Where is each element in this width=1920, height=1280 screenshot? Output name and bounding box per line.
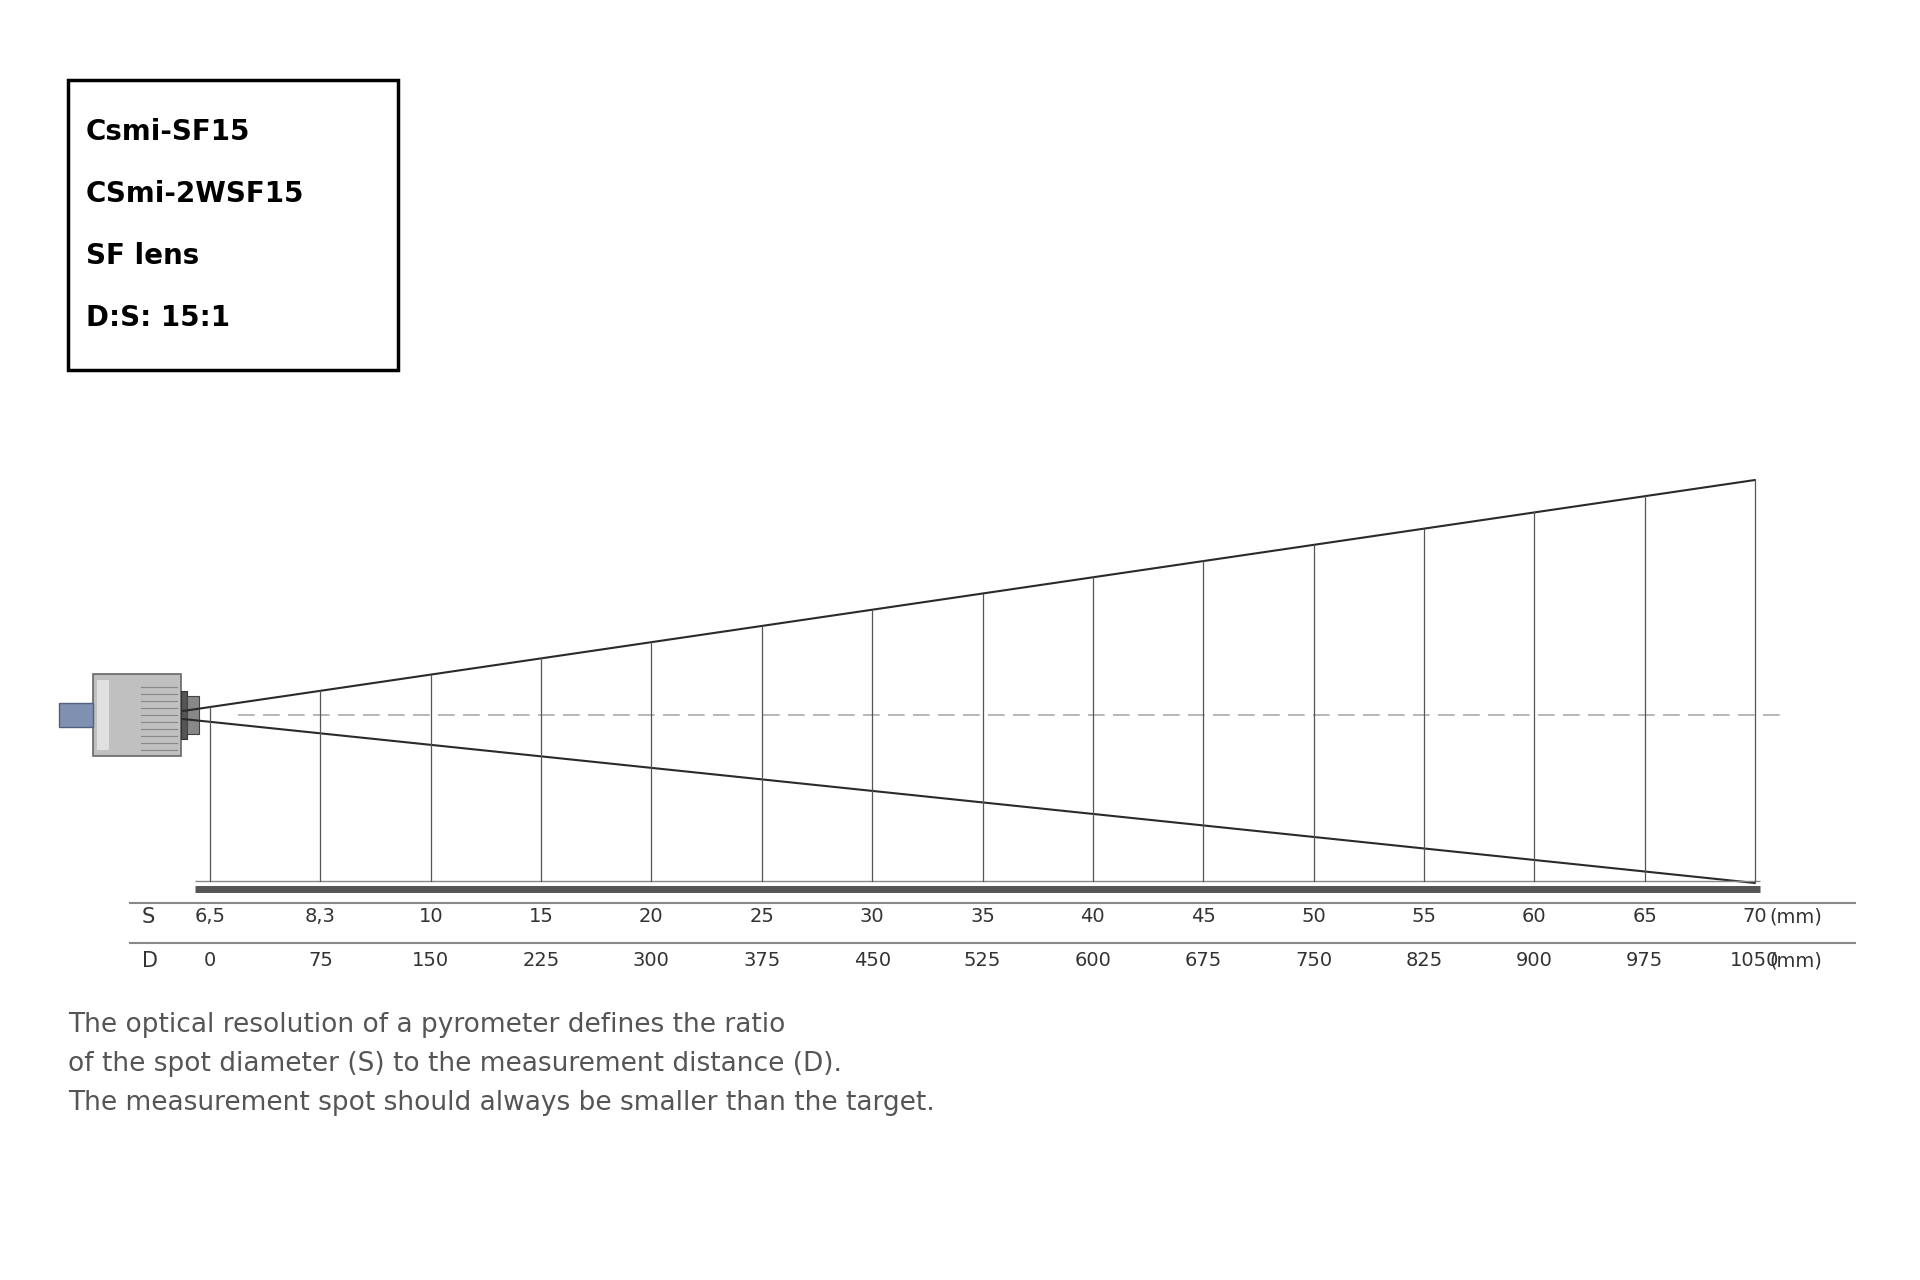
- Text: D: D: [142, 951, 157, 972]
- Text: 25: 25: [749, 908, 774, 927]
- Text: 525: 525: [964, 951, 1000, 970]
- Text: SF lens: SF lens: [86, 242, 200, 270]
- Text: 30: 30: [860, 908, 885, 927]
- Text: 0: 0: [204, 951, 217, 970]
- Text: (mm): (mm): [1768, 951, 1822, 970]
- Bar: [98, 680, 109, 750]
- Text: 60: 60: [1523, 908, 1548, 927]
- Text: 70: 70: [1743, 908, 1766, 927]
- Bar: [92, 675, 180, 756]
- Text: 900: 900: [1517, 951, 1553, 970]
- Text: D:S: 15:1: D:S: 15:1: [86, 303, 230, 332]
- Text: S: S: [142, 908, 156, 927]
- Bar: [186, 696, 200, 733]
- Text: 450: 450: [854, 951, 891, 970]
- Text: 40: 40: [1081, 908, 1106, 927]
- Text: 20: 20: [639, 908, 664, 927]
- Text: (mm): (mm): [1768, 908, 1822, 927]
- Text: 1050: 1050: [1730, 951, 1780, 970]
- Text: 15: 15: [528, 908, 553, 927]
- Text: 50: 50: [1302, 908, 1327, 927]
- Text: 35: 35: [970, 908, 995, 927]
- Text: 65: 65: [1632, 908, 1657, 927]
- Text: 75: 75: [307, 951, 332, 970]
- Text: 375: 375: [743, 951, 780, 970]
- Text: 225: 225: [522, 951, 561, 970]
- Text: 150: 150: [413, 951, 449, 970]
- Text: 6,5: 6,5: [194, 908, 225, 927]
- Text: The optical resolution of a pyrometer defines the ratio
of the spot diameter (S): The optical resolution of a pyrometer de…: [67, 1012, 935, 1116]
- Text: 10: 10: [419, 908, 444, 927]
- Text: Csmi-SF15: Csmi-SF15: [86, 118, 250, 146]
- Text: 825: 825: [1405, 951, 1442, 970]
- Text: 8,3: 8,3: [305, 908, 336, 927]
- Text: 600: 600: [1075, 951, 1112, 970]
- Bar: [180, 691, 186, 739]
- Text: 750: 750: [1294, 951, 1332, 970]
- Text: 975: 975: [1626, 951, 1663, 970]
- Text: CSmi-2WSF15: CSmi-2WSF15: [86, 180, 305, 207]
- Bar: [60, 703, 92, 727]
- Text: 45: 45: [1190, 908, 1215, 927]
- Text: 55: 55: [1411, 908, 1436, 927]
- Text: 675: 675: [1185, 951, 1221, 970]
- Text: 300: 300: [634, 951, 670, 970]
- Bar: [67, 79, 397, 370]
